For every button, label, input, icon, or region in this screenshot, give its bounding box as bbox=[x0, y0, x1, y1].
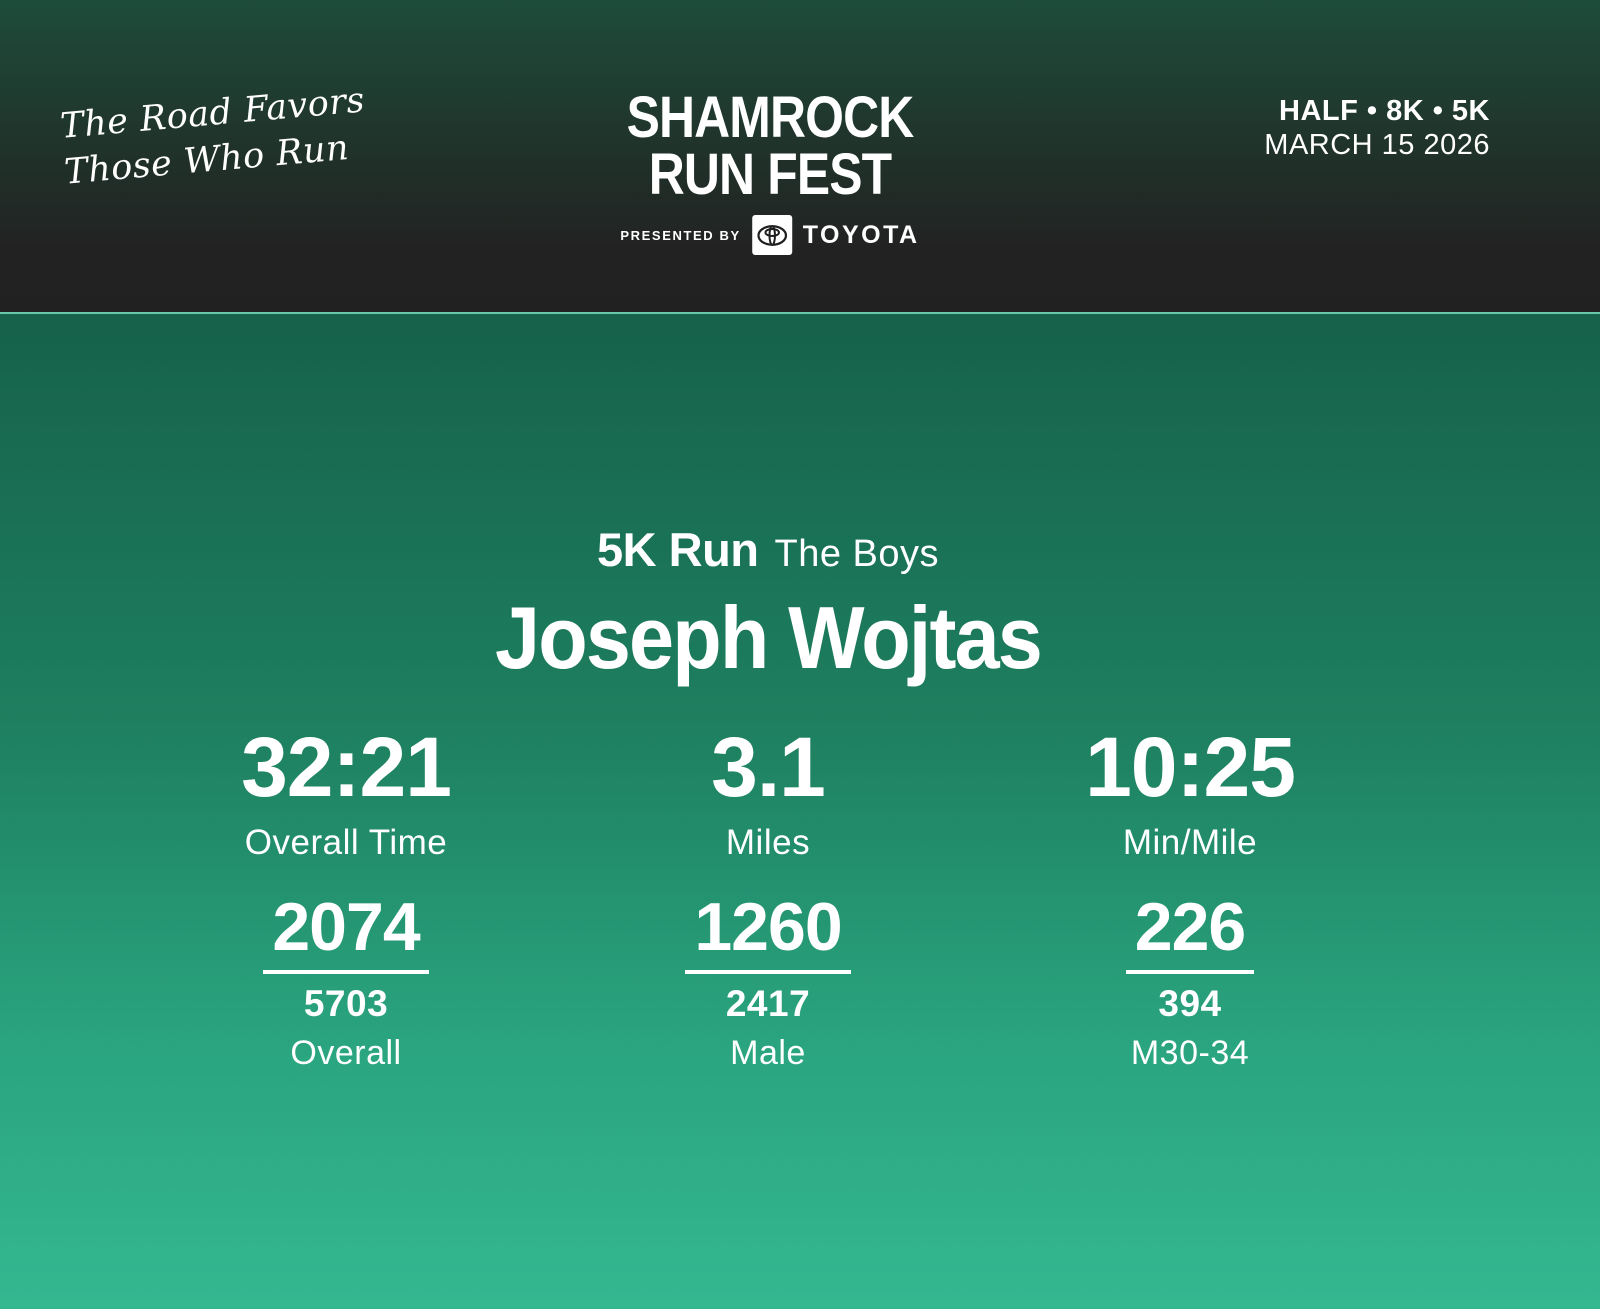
stat-value: 32:21 bbox=[241, 720, 452, 814]
event-distances-block: HALF • 8K • 5K MARCH 15 2026 bbox=[1264, 95, 1490, 162]
stat-label: Overall Time bbox=[244, 823, 448, 862]
stat-overall-time: 32:21 Overall Time bbox=[135, 725, 557, 863]
event-date: MARCH 15 2026 bbox=[1264, 128, 1490, 161]
toyota-emblem-icon bbox=[751, 215, 792, 256]
event-title: SHAMROCK RUN FEST bbox=[603, 85, 937, 207]
rank-total: 5703 bbox=[303, 983, 389, 1024]
stat-miles: 3.1 Miles bbox=[557, 725, 979, 863]
stat-value: 10:25 bbox=[1085, 720, 1296, 814]
event-title-line-1: SHAMROCK bbox=[626, 85, 915, 150]
race-name: 5K Run bbox=[596, 523, 759, 576]
stat-pace: 10:25 Min/Mile bbox=[979, 725, 1401, 863]
rank-division: 226 394 M30-34 bbox=[979, 893, 1401, 1073]
stat-value: 3.1 bbox=[711, 720, 826, 814]
event-logo: SHAMROCK RUN FEST PRESENTED BY TOYOTA bbox=[603, 85, 937, 256]
event-tagline: The Road Favors Those Who Run bbox=[58, 80, 367, 196]
sponsor-row: PRESENTED BY TOYOTA bbox=[603, 215, 937, 256]
rank-place: 2074 bbox=[263, 893, 429, 974]
rank-gender: 1260 2417 Male bbox=[557, 893, 979, 1073]
stats-row: 32:21 Overall Time 3.1 Miles 10:25 Min/M… bbox=[0, 725, 1536, 863]
rank-total: 2417 bbox=[725, 983, 811, 1024]
rank-place: 226 bbox=[1125, 893, 1255, 974]
athlete-name: Joseph Wojtas bbox=[495, 588, 1043, 687]
result-body: 5K Run The Boys Joseph Wojtas 32:21 Over… bbox=[0, 312, 1600, 1309]
team-name: The Boys bbox=[774, 533, 940, 575]
event-title-line-2: RUN FEST bbox=[648, 141, 892, 207]
sponsor-wordmark: TOYOTA bbox=[802, 220, 920, 249]
event-distances: HALF • 8K • 5K bbox=[1279, 95, 1490, 127]
rank-label: M30-34 bbox=[1130, 1034, 1250, 1072]
rank-label: Overall bbox=[290, 1034, 402, 1072]
result-content: 5K Run The Boys Joseph Wojtas 32:21 Over… bbox=[0, 522, 1536, 1073]
rank-total: 394 bbox=[1158, 983, 1222, 1024]
rank-place: 1260 bbox=[685, 893, 851, 974]
stat-label: Miles bbox=[725, 823, 811, 862]
event-header: The Road Favors Those Who Run SHAMROCK R… bbox=[0, 0, 1600, 312]
rank-label: Male bbox=[730, 1034, 806, 1072]
race-line: 5K Run The Boys bbox=[0, 522, 1536, 577]
stat-label: Min/Mile bbox=[1122, 823, 1258, 862]
presented-by-label: PRESENTED BY bbox=[620, 227, 741, 243]
rankings-row: 2074 5703 Overall 1260 2417 Male 226 394… bbox=[0, 893, 1536, 1073]
rank-overall: 2074 5703 Overall bbox=[135, 893, 557, 1073]
